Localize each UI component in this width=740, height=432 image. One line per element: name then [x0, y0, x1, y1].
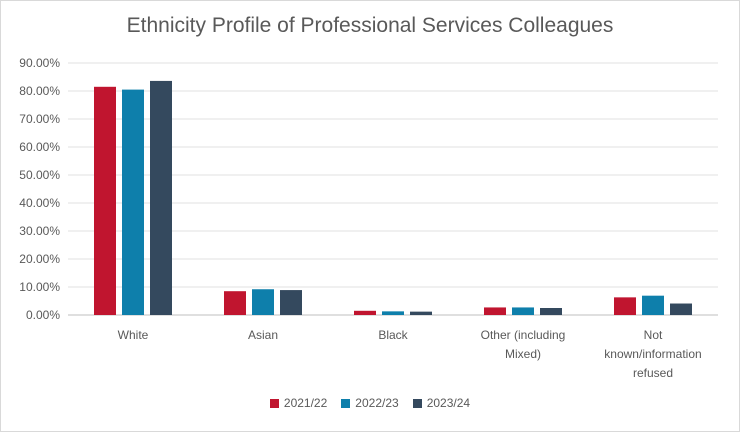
legend-item: 2023/24 [412, 396, 471, 410]
y-tick-label: 80.00% [19, 84, 60, 98]
bar [614, 297, 636, 315]
x-category-label: Mixed) [505, 347, 541, 361]
bar [224, 291, 246, 315]
bar [280, 290, 302, 315]
legend-item: 2022/23 [341, 396, 399, 410]
y-tick-label: 40.00% [19, 196, 60, 210]
x-category-label: Not [644, 328, 663, 342]
y-tick-label: 90.00% [19, 56, 60, 70]
bar [540, 308, 562, 315]
y-tick-label: 20.00% [19, 252, 60, 266]
legend-swatch [412, 398, 422, 408]
y-tick-label: 10.00% [19, 280, 60, 294]
y-tick-label: 0.00% [26, 308, 60, 322]
y-tick-label: 70.00% [19, 112, 60, 126]
bar [354, 310, 376, 315]
bar [94, 86, 116, 315]
bar [252, 289, 274, 315]
x-category-label: Black [378, 328, 408, 342]
bar [670, 303, 692, 315]
x-category-label: Asian [248, 328, 278, 342]
x-category-label: known/information [604, 347, 701, 361]
bar [150, 80, 172, 315]
legend-label: 2021/22 [283, 396, 328, 410]
legend-swatch [341, 398, 351, 408]
legend-item: 2021/22 [269, 396, 328, 410]
legend-label: 2022/23 [355, 396, 399, 410]
chart-title: Ethnicity Profile of Professional Servic… [126, 14, 614, 37]
y-tick-label: 50.00% [19, 168, 60, 182]
y-tick-label: 30.00% [19, 224, 60, 238]
x-category-label: Other (including [481, 328, 566, 342]
bar [122, 89, 144, 315]
x-category-label: refused [633, 366, 673, 380]
bar [410, 311, 432, 315]
x-category-label: White [118, 328, 149, 342]
legend-label: 2023/24 [426, 396, 471, 410]
bar [484, 307, 506, 315]
legend-swatch [269, 398, 279, 408]
chart-legend: 2021/22 2022/23 2023/24 [0, 396, 740, 410]
bar [382, 311, 404, 315]
bar [642, 295, 664, 315]
y-tick-label: 60.00% [19, 140, 60, 154]
bar [512, 307, 534, 315]
